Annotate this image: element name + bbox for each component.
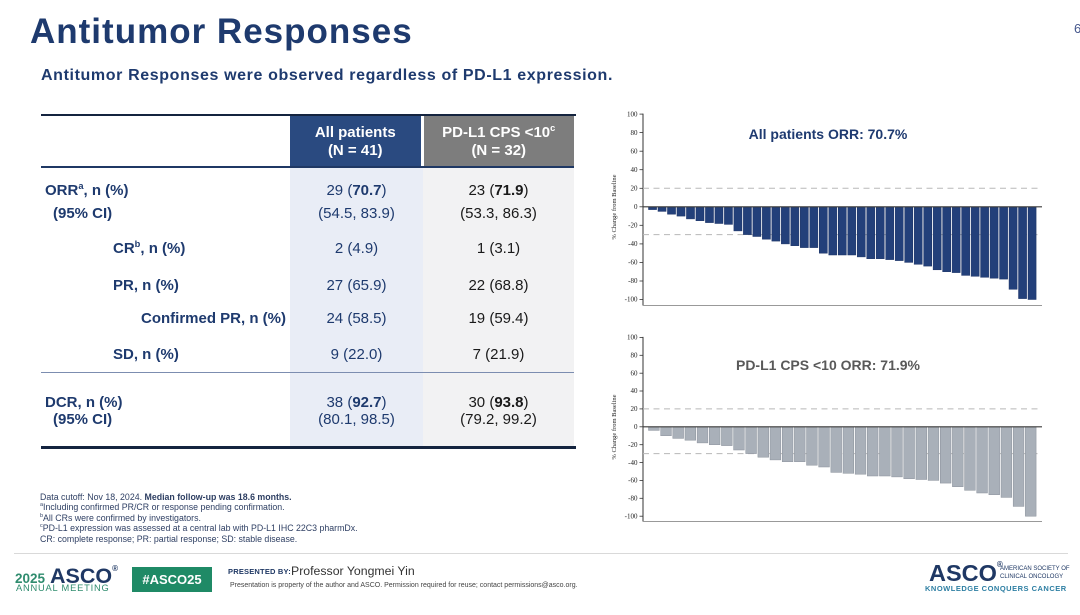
- svg-text:40: 40: [631, 166, 639, 174]
- svg-text:-40: -40: [628, 240, 638, 248]
- svg-text:-40: -40: [628, 459, 638, 467]
- svg-text:-80: -80: [628, 495, 638, 503]
- svg-text:100: 100: [627, 110, 638, 118]
- svg-text:40: 40: [631, 387, 639, 395]
- svg-text:-60: -60: [628, 477, 638, 485]
- svg-text:80: 80: [631, 129, 639, 137]
- svg-text:-20: -20: [628, 222, 638, 230]
- svg-text:PD-L1 CPS <10 ORR: 71.9%: PD-L1 CPS <10 ORR: 71.9%: [736, 357, 921, 373]
- svg-text:-60: -60: [628, 259, 638, 267]
- svg-text:60: 60: [631, 147, 639, 155]
- svg-text:20: 20: [631, 405, 639, 413]
- svg-text:-100: -100: [625, 296, 638, 304]
- svg-text:All patients ORR: 70.7%: All patients ORR: 70.7%: [749, 126, 908, 142]
- svg-text:-20: -20: [628, 441, 638, 449]
- svg-text:80: 80: [631, 352, 639, 360]
- svg-text:0: 0: [634, 203, 638, 211]
- svg-text:% Change from Baseline: % Change from Baseline: [611, 394, 618, 459]
- svg-text:% Change from Baseline: % Change from Baseline: [611, 174, 618, 239]
- svg-text:100: 100: [627, 334, 638, 342]
- svg-text:60: 60: [631, 369, 639, 377]
- svg-text:-100: -100: [625, 512, 638, 520]
- svg-text:20: 20: [631, 185, 639, 193]
- svg-text:0: 0: [634, 423, 638, 431]
- svg-text:-80: -80: [628, 277, 638, 285]
